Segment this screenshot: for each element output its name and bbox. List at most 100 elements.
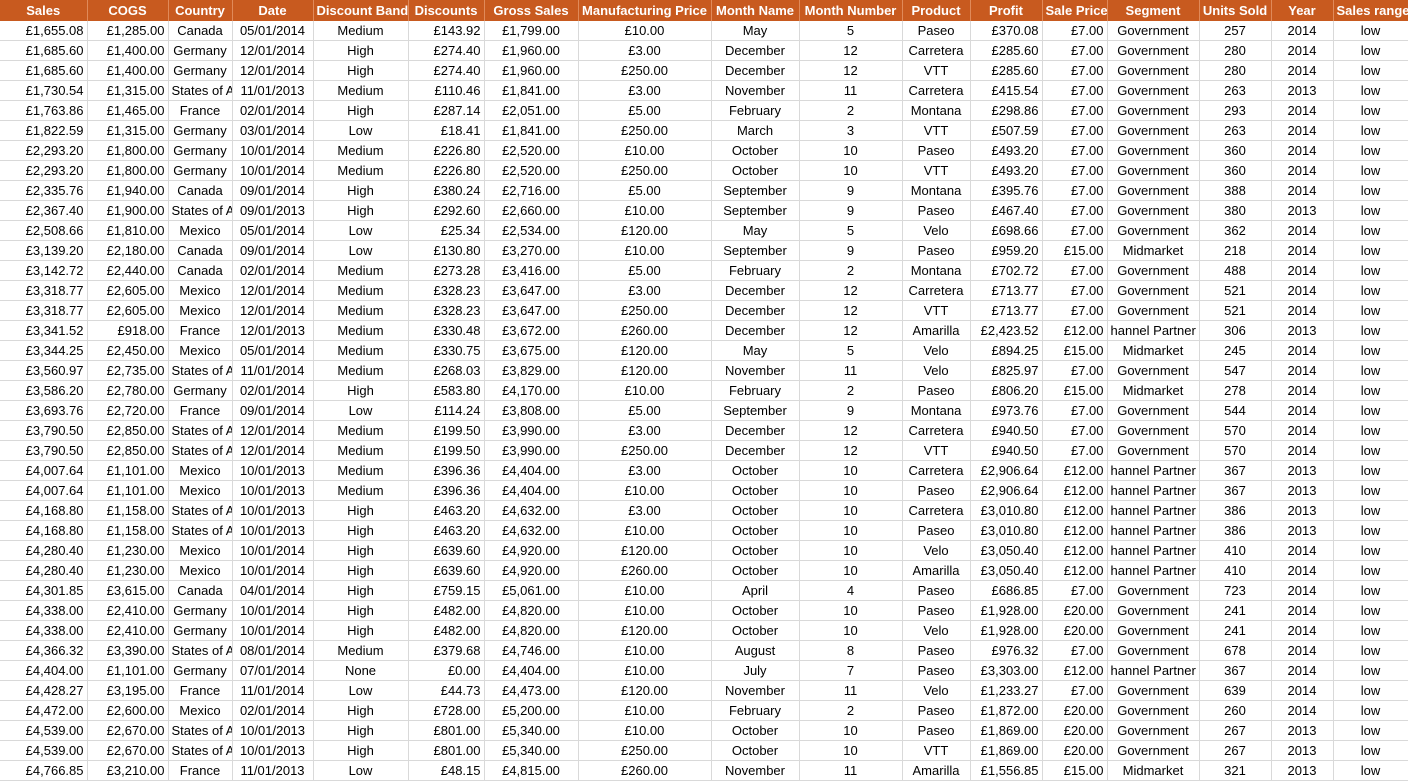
table-cell[interactable]: 386 [1199, 520, 1272, 541]
table-cell[interactable]: £4,168.80 [0, 520, 88, 541]
table-cell[interactable]: £18.41 [408, 120, 485, 141]
table-cell[interactable]: £10.00 [578, 660, 712, 681]
table-cell[interactable]: 241 [1199, 600, 1272, 621]
table-cell[interactable]: £3,303.00 [970, 660, 1043, 681]
table-cell[interactable]: £801.00 [408, 720, 485, 741]
table-cell[interactable]: £12.00 [1042, 520, 1108, 541]
table-cell[interactable]: October [711, 600, 800, 621]
table-cell[interactable]: £10.00 [578, 140, 712, 161]
table-cell[interactable]: 03/01/2014 [232, 120, 314, 141]
table-cell[interactable]: £639.60 [408, 560, 485, 581]
table-cell[interactable]: £396.36 [408, 460, 485, 481]
table-cell[interactable]: 241 [1199, 620, 1272, 641]
table-cell[interactable]: 267 [1199, 740, 1272, 761]
table-cell[interactable]: £10.00 [578, 240, 712, 261]
table-cell[interactable]: 10 [799, 540, 903, 561]
table-cell[interactable]: Canada [168, 240, 233, 261]
column-header[interactable]: Month Name [711, 0, 800, 21]
table-cell[interactable]: £2,367.40 [0, 200, 88, 221]
table-cell[interactable]: £268.03 [408, 360, 485, 381]
table-cell[interactable]: £7.00 [1042, 21, 1108, 41]
table-cell[interactable]: 11 [799, 680, 903, 701]
table-cell[interactable]: hannel Partner [1107, 660, 1200, 681]
table-cell[interactable]: £7.00 [1042, 220, 1108, 241]
table-cell[interactable]: £10.00 [578, 380, 712, 401]
table-cell[interactable]: Midmarket [1107, 380, 1200, 401]
table-cell[interactable]: 410 [1199, 560, 1272, 581]
table-cell[interactable]: High [313, 40, 409, 61]
table-cell[interactable]: £4,766.85 [0, 760, 88, 781]
table-cell[interactable]: low [1333, 120, 1408, 141]
table-cell[interactable]: low [1333, 540, 1408, 561]
table-cell[interactable]: 723 [1199, 580, 1272, 601]
table-cell[interactable]: £2,660.00 [484, 200, 579, 221]
table-cell[interactable]: £1,685.60 [0, 60, 88, 81]
table-cell[interactable]: £507.59 [970, 120, 1043, 141]
table-cell[interactable]: October [711, 620, 800, 641]
table-cell[interactable]: 10/01/2014 [232, 140, 314, 161]
table-cell[interactable]: 360 [1199, 140, 1272, 161]
table-cell[interactable]: low [1333, 100, 1408, 121]
table-cell[interactable]: £274.40 [408, 40, 485, 61]
table-cell[interactable]: 10 [799, 520, 903, 541]
table-cell[interactable]: £1,685.60 [0, 40, 88, 61]
table-cell[interactable]: 2014 [1271, 100, 1334, 121]
column-header[interactable]: Sales range [1333, 0, 1408, 21]
table-cell[interactable]: £3,010.80 [970, 500, 1043, 521]
table-cell[interactable]: High [313, 500, 409, 521]
table-cell[interactable]: States of A [168, 640, 233, 661]
table-cell[interactable]: Canada [168, 180, 233, 201]
table-cell[interactable]: 11 [799, 360, 903, 381]
table-cell[interactable]: £713.77 [970, 280, 1043, 301]
table-cell[interactable]: £3.00 [578, 460, 712, 481]
table-cell[interactable]: £639.60 [408, 540, 485, 561]
table-cell[interactable]: £4,007.64 [0, 460, 88, 481]
table-cell[interactable]: £2,670.00 [87, 720, 169, 741]
table-cell[interactable]: £20.00 [1042, 700, 1108, 721]
table-cell[interactable]: 2013 [1271, 460, 1334, 481]
table-cell[interactable]: High [313, 380, 409, 401]
table-cell[interactable]: 2014 [1271, 40, 1334, 61]
table-cell[interactable]: Government [1107, 220, 1200, 241]
table-cell[interactable]: 2 [799, 100, 903, 121]
table-cell[interactable]: £2,605.00 [87, 300, 169, 321]
table-cell[interactable]: £2,335.76 [0, 180, 88, 201]
table-cell[interactable]: 367 [1199, 480, 1272, 501]
table-cell[interactable]: £7.00 [1042, 420, 1108, 441]
table-cell[interactable]: Velo [902, 340, 971, 361]
table-cell[interactable]: Low [313, 120, 409, 141]
table-cell[interactable]: 02/01/2014 [232, 100, 314, 121]
table-cell[interactable]: October [711, 500, 800, 521]
table-cell[interactable]: Germany [168, 60, 233, 81]
table-cell[interactable]: 386 [1199, 500, 1272, 521]
table-cell[interactable]: £3,416.00 [484, 260, 579, 281]
table-cell[interactable]: low [1333, 360, 1408, 381]
table-cell[interactable]: 2013 [1271, 480, 1334, 501]
table-cell[interactable]: £2,605.00 [87, 280, 169, 301]
table-cell[interactable]: Canada [168, 580, 233, 601]
table-cell[interactable]: 5 [799, 21, 903, 41]
table-cell[interactable]: High [313, 180, 409, 201]
table-cell[interactable]: £4,920.00 [484, 540, 579, 561]
table-cell[interactable]: £2,534.00 [484, 220, 579, 241]
table-cell[interactable]: £1,869.00 [970, 720, 1043, 741]
table-cell[interactable]: £4,815.00 [484, 760, 579, 781]
table-cell[interactable]: Government [1107, 21, 1200, 41]
column-header[interactable]: Sales [0, 0, 88, 21]
table-cell[interactable]: 2014 [1271, 360, 1334, 381]
table-cell[interactable]: £274.40 [408, 60, 485, 81]
table-cell[interactable]: High [313, 540, 409, 561]
table-cell[interactable]: October [711, 520, 800, 541]
table-cell[interactable]: £1,940.00 [87, 180, 169, 201]
table-cell[interactable]: States of A [168, 500, 233, 521]
table-cell[interactable]: Velo [902, 620, 971, 641]
table-cell[interactable]: 2013 [1271, 720, 1334, 741]
column-header[interactable]: Manufacturing Price [578, 0, 712, 21]
table-cell[interactable]: Midmarket [1107, 240, 1200, 261]
table-cell[interactable]: States of A [168, 720, 233, 741]
table-cell[interactable]: France [168, 760, 233, 781]
table-cell[interactable]: £120.00 [578, 680, 712, 701]
table-cell[interactable]: £2,508.66 [0, 220, 88, 241]
table-cell[interactable]: 9 [799, 200, 903, 221]
table-cell[interactable]: Government [1107, 260, 1200, 281]
